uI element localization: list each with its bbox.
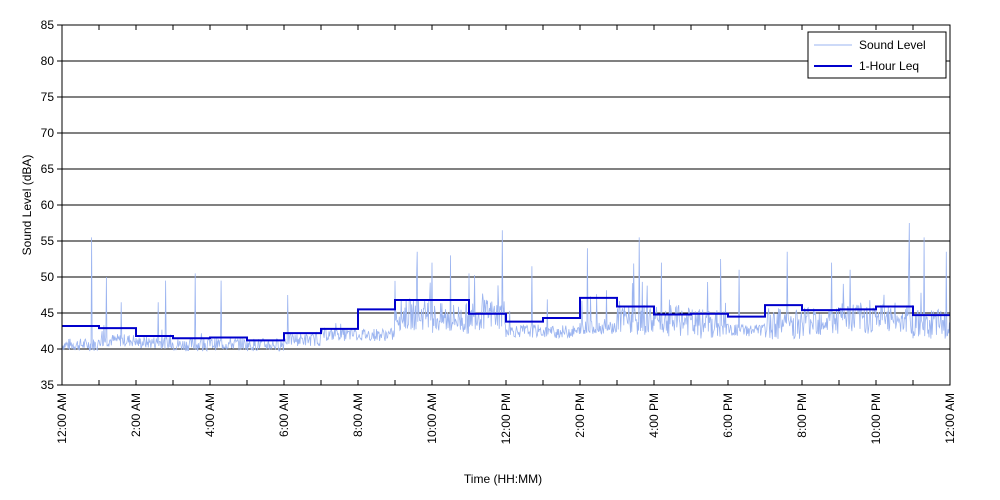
y-tick-label: 50	[41, 270, 55, 284]
x-tick-label: 2:00 PM	[573, 393, 587, 438]
series-1-hour-leq	[62, 296, 950, 342]
grid-lines	[62, 60, 950, 350]
sound-level-line	[61, 222, 951, 352]
x-tick-label: 12:00 PM	[499, 393, 513, 444]
plot-area	[61, 24, 951, 386]
legend-label-1-hour-leq: 1-Hour Leq	[859, 59, 919, 73]
x-tick-label: 8:00 AM	[351, 393, 365, 437]
x-axis: 12:00 AM 2:00 AM 4:00 AM 6:00 AM 8:00 AM 10:0…	[55, 25, 957, 444]
y-tick-label: 35	[41, 378, 55, 392]
y-tick-label: 45	[41, 306, 55, 320]
y-tick-label: 60	[41, 198, 55, 212]
x-axis-label: Time (HH:MM)	[464, 472, 542, 486]
y-tick-label: 80	[41, 54, 55, 68]
x-tick-label: 6:00 AM	[277, 393, 291, 437]
series-sound-level	[61, 222, 951, 352]
x-tick-label: 6:00 PM	[721, 393, 735, 438]
legend: Sound Level 1-Hour Leq	[807, 31, 947, 79]
y-tick-label: 40	[41, 342, 55, 356]
y-tick-label: 75	[41, 90, 55, 104]
x-tick-label: 2:00 AM	[129, 393, 143, 437]
y-axis: 35 40 45 50 55 60 65 70 75 80 85	[41, 18, 62, 392]
y-tick-label: 70	[41, 126, 55, 140]
x-tick-label: 10:00 AM	[425, 393, 439, 444]
y-axis-label: Sound Level (dBA)	[20, 155, 34, 256]
leq-step-line	[62, 296, 950, 342]
y-tick-label: 55	[41, 234, 55, 248]
x-tick-label: 10:00 PM	[869, 393, 883, 444]
x-tick-label: 4:00 AM	[203, 393, 217, 437]
x-tick-label: 12:00 AM	[943, 393, 957, 444]
x-tick-label: 12:00 AM	[55, 393, 69, 444]
legend-label-sound-level: Sound Level	[859, 38, 926, 52]
y-tick-label: 65	[41, 162, 55, 176]
legend-box	[807, 31, 947, 79]
x-tick-label: 8:00 PM	[795, 393, 809, 438]
x-tick-label: 4:00 PM	[647, 393, 661, 438]
y-tick-label: 85	[41, 18, 55, 32]
